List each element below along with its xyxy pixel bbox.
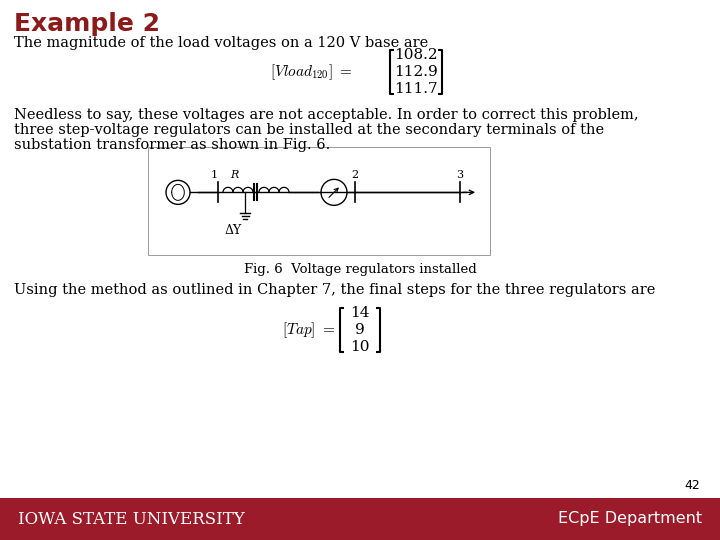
Text: 1: 1 [210, 170, 217, 180]
Text: IOWA STATE UNIVERSITY: IOWA STATE UNIVERSITY [18, 510, 245, 528]
Text: $[Tap]\ =\ $: $[Tap]\ =\ $ [282, 320, 335, 340]
Text: R: R [230, 170, 238, 180]
Text: $[Vload_{120}]\ =\ $: $[Vload_{120}]\ =\ $ [270, 62, 353, 82]
Text: Using the method as outlined in Chapter 7, the final steps for the three regulat: Using the method as outlined in Chapter … [14, 283, 655, 297]
Bar [0, 498, 720, 540]
Text: 3: 3 [456, 170, 464, 180]
Text: 10: 10 [350, 340, 370, 354]
Text: Needless to say, these voltages are not acceptable. In order to correct this pro: Needless to say, these voltages are not … [14, 108, 639, 122]
Text: The magnitude of the load voltages on a 120 V base are: The magnitude of the load voltages on a … [14, 36, 428, 50]
Text: 42: 42 [684, 479, 700, 492]
Text: three step-voltage regulators can be installed at the secondary terminals of the: three step-voltage regulators can be ins… [14, 123, 604, 137]
Text: ECpE Department: ECpE Department [558, 511, 702, 526]
Bar [148, 147, 490, 255]
Text: substation transformer as shown in Fig. 6.: substation transformer as shown in Fig. … [14, 138, 330, 152]
Text: 2: 2 [351, 170, 359, 180]
Text: Example 2: Example 2 [14, 12, 160, 36]
Text: 108.2: 108.2 [394, 48, 438, 62]
Text: 14: 14 [350, 306, 370, 320]
Text: 9: 9 [355, 323, 365, 337]
Text: 112.9: 112.9 [394, 65, 438, 79]
Text: Fig. 6  Voltage regulators installed: Fig. 6 Voltage regulators installed [243, 263, 477, 276]
Text: ΔY: ΔY [225, 224, 242, 237]
Text: 111.7: 111.7 [394, 82, 438, 96]
